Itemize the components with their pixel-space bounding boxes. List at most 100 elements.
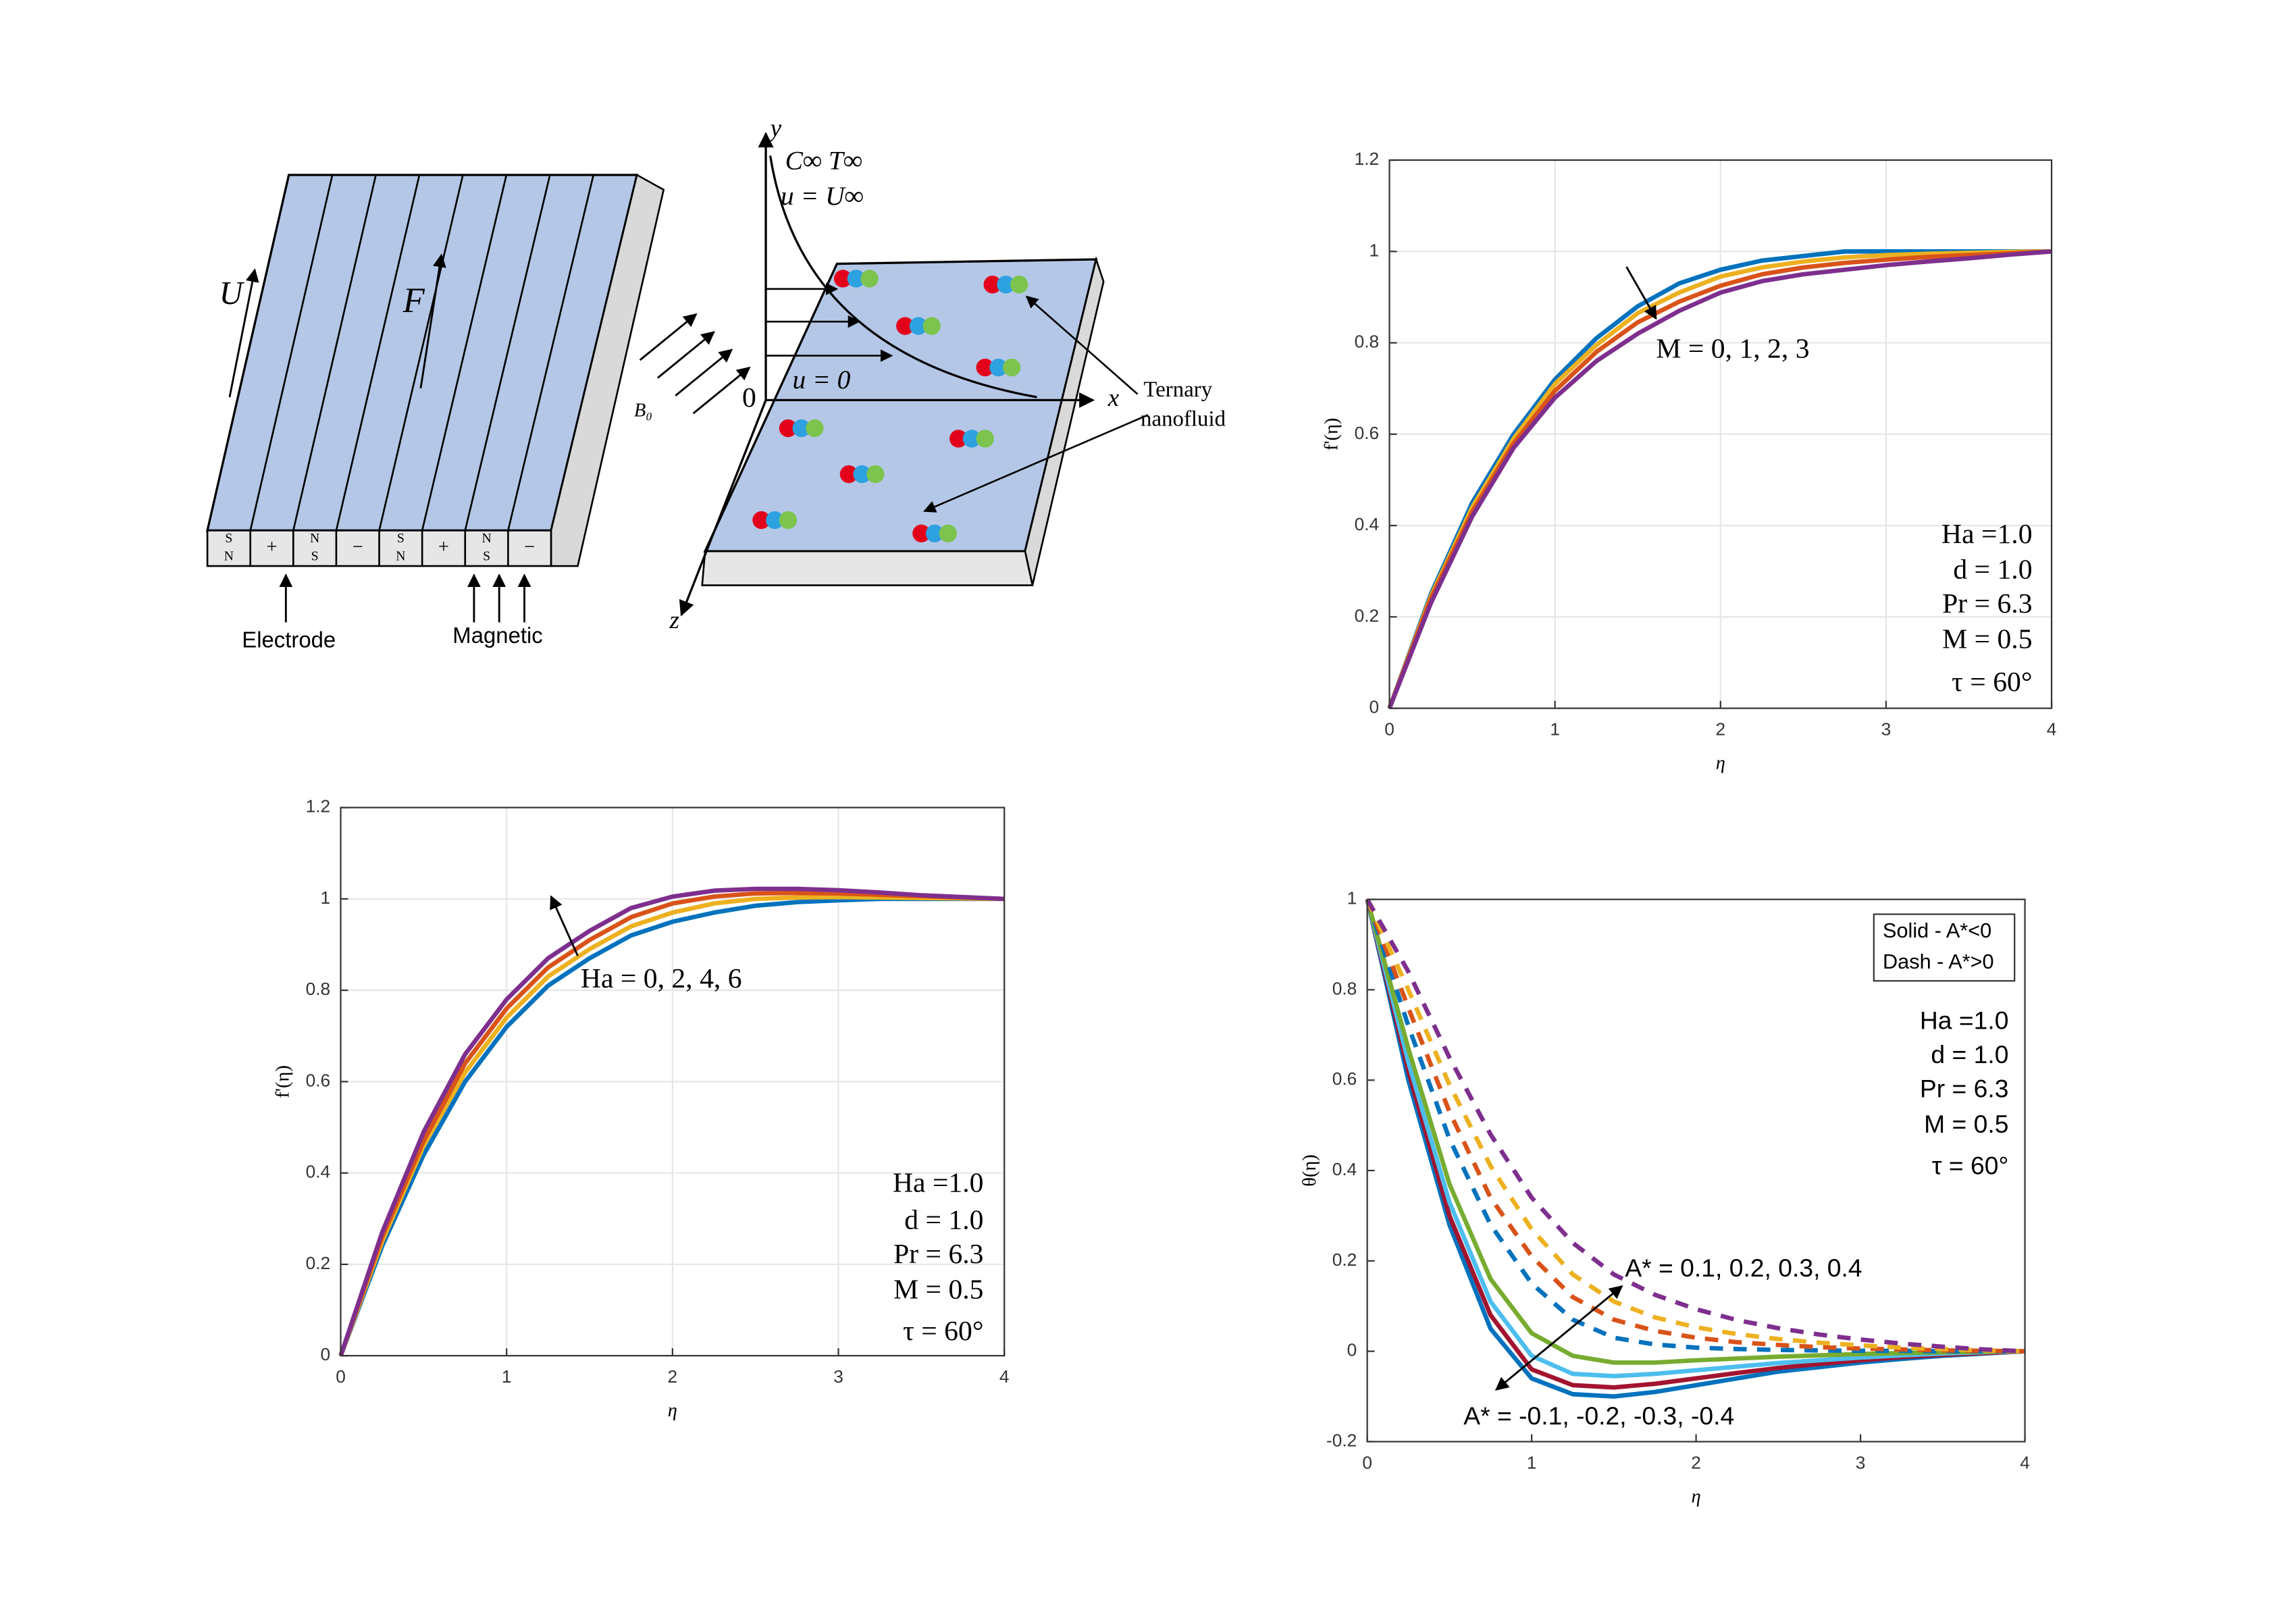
plate-label: S — [225, 531, 232, 546]
y-tick-label: 0 — [1347, 1340, 1357, 1360]
flow-plate — [679, 132, 1149, 617]
plate-label: − — [353, 536, 363, 557]
x-tick-label: 0 — [336, 1366, 346, 1387]
data-line — [1387, 249, 2052, 709]
nanoparticle — [939, 524, 958, 542]
nanoparticle — [860, 269, 879, 288]
stripe — [335, 174, 421, 531]
stripe — [292, 174, 377, 531]
line-chart: -0.200.20.40.60.810 1 2 3 4ηθ(η)A* = 0.1, 0.… — [1299, 888, 2030, 1508]
parameter-label: τ = 60° — [1932, 1151, 2009, 1179]
data-line — [1365, 898, 2025, 1354]
parameter-label: M = 0.5 — [1942, 623, 2032, 654]
data-line — [1387, 249, 2052, 709]
x-tick-label: 2 — [1715, 719, 1725, 740]
nanoparticle — [806, 419, 824, 438]
y-tick-label: 0.4 — [1332, 1159, 1357, 1179]
parameter-label: Pr = 6.3 — [1920, 1074, 2009, 1102]
y-tick-label: 0.6 — [1332, 1069, 1357, 1089]
data-line — [1365, 898, 2025, 1354]
x-tick-label: 3 — [1856, 1452, 1866, 1472]
x-tick-label: 4 — [999, 1366, 1010, 1387]
parameter-label: Pr = 6.3 — [893, 1239, 983, 1270]
magnet-slab — [206, 173, 751, 623]
parameter-label: Ha =1.0 — [893, 1168, 984, 1199]
y-tick-label: 1.2 — [306, 796, 331, 817]
y-tick-label: 0.8 — [1332, 978, 1357, 998]
annotation-arrow — [1494, 1285, 1623, 1391]
y-tick-label: 1 — [1347, 888, 1357, 908]
parameter-label: τ = 60° — [903, 1316, 983, 1347]
parameter-label: d = 1.0 — [1931, 1040, 2008, 1069]
annotation: M = 0, 1, 2, 3 — [1656, 334, 1809, 365]
nanoparticle — [866, 465, 885, 484]
parameter-label: M = 0.5 — [893, 1274, 983, 1305]
nanoparticle — [792, 419, 810, 438]
x-axis-label: η — [1692, 1486, 1701, 1507]
y-axis-label: θ(η) — [1299, 1154, 1320, 1187]
x-tick-label: 0 — [1362, 1452, 1372, 1472]
x-tick-label: 2 — [668, 1366, 678, 1387]
y-axis-label: f'(η) — [1322, 418, 1342, 451]
parameter-label: Pr = 6.3 — [1942, 588, 2032, 619]
data-line — [1365, 898, 2025, 1354]
force-label: F — [402, 281, 425, 320]
plate-label: + — [438, 536, 449, 557]
line-chart: 0 0.2 0.4 0.6 0.8 1 1.2 0 1 2 3 4 η f'(η) M = 0, 1, 2,… — [1322, 149, 2057, 774]
stripe — [421, 174, 508, 531]
free-velocity-label: u = U∞ — [781, 181, 864, 211]
nanoparticle — [949, 430, 968, 448]
plate-label: N — [481, 531, 491, 546]
parameter-label: d = 1.0 — [904, 1204, 983, 1235]
data-line — [1365, 898, 2025, 1365]
nanoparticle — [1010, 276, 1028, 294]
magnetic-label: Magnetic — [452, 623, 542, 648]
free-stream-label: C∞ T∞ — [785, 145, 862, 175]
plate-label: S — [311, 548, 319, 563]
y-tick-label: 0.2 — [306, 1253, 331, 1273]
plot-frame — [340, 806, 1006, 1357]
y-tick-label: 0.6 — [1355, 423, 1380, 443]
annotation: A* = -0.1, -0.2, -0.3, -0.4 — [1463, 1401, 1734, 1430]
wall-velocity-label: u = 0 — [793, 365, 851, 394]
x-tick-label: 1 — [1550, 719, 1560, 740]
stripe — [378, 174, 464, 531]
y-tick-label: 0.4 — [306, 1162, 331, 1182]
plot-frame — [1388, 159, 2053, 709]
annotation-arrow — [1625, 266, 1657, 320]
x-tick-label: 1 — [502, 1366, 512, 1387]
ternary-label: Ternary — [1143, 378, 1212, 402]
y-tick-label: 1.2 — [1355, 149, 1380, 169]
plate-label: N — [224, 548, 234, 563]
x-tick-label: 4 — [2047, 719, 2057, 740]
data-line — [338, 886, 1005, 1357]
nanoparticle — [976, 358, 994, 377]
plot-frame — [1366, 898, 2026, 1443]
nanoparticle — [779, 511, 798, 530]
parameter-label: d = 1.0 — [1953, 554, 2032, 585]
y-tick-label: 1 — [321, 887, 331, 908]
velocity-label: U — [219, 276, 245, 311]
axis-label: x — [1107, 384, 1120, 412]
legend-text: Solid - A*<0 — [1883, 919, 1991, 942]
diagram-labels: y x z 0 C∞ T∞ u = U∞ u = 0 Ternary nanof… — [219, 115, 1226, 652]
nanoparticle — [922, 317, 941, 335]
y-tick-label: 0.6 — [306, 1070, 331, 1090]
nanoparticle — [983, 276, 1001, 294]
stripe — [464, 174, 551, 531]
stripe — [507, 174, 595, 531]
nanoparticle — [847, 269, 866, 288]
y-tick-label: 0.8 — [306, 979, 331, 999]
y-tick-label: 0.8 — [1355, 332, 1380, 352]
data-line — [338, 894, 1005, 1357]
y-tick-label: 0.2 — [1332, 1250, 1357, 1270]
nanoparticle — [962, 430, 981, 448]
nanoparticle — [766, 511, 784, 530]
nanoparticle — [839, 465, 858, 484]
parameter-label: Ha =1.0 — [1941, 519, 2033, 550]
plate-label: S — [397, 531, 405, 546]
y-tick-label: 1 — [1369, 240, 1380, 260]
nanoparticle — [752, 511, 771, 530]
